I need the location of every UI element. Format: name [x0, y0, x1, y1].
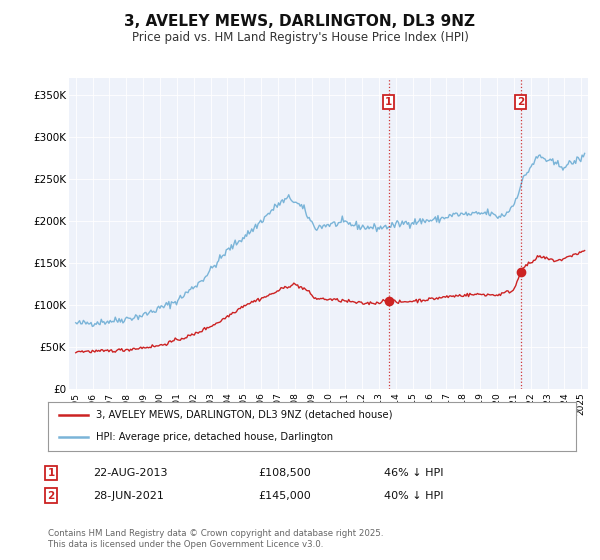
Text: £108,500: £108,500 — [258, 468, 311, 478]
Text: 28-JUN-2021: 28-JUN-2021 — [93, 491, 164, 501]
Text: 3, AVELEY MEWS, DARLINGTON, DL3 9NZ: 3, AVELEY MEWS, DARLINGTON, DL3 9NZ — [125, 14, 476, 29]
Text: 2: 2 — [517, 97, 524, 107]
Text: Price paid vs. HM Land Registry's House Price Index (HPI): Price paid vs. HM Land Registry's House … — [131, 31, 469, 44]
Text: 22-AUG-2013: 22-AUG-2013 — [93, 468, 167, 478]
Text: 1: 1 — [47, 468, 55, 478]
Text: 3, AVELEY MEWS, DARLINGTON, DL3 9NZ (detached house): 3, AVELEY MEWS, DARLINGTON, DL3 9NZ (det… — [95, 410, 392, 420]
Text: 2: 2 — [47, 491, 55, 501]
Text: 40% ↓ HPI: 40% ↓ HPI — [384, 491, 443, 501]
Text: HPI: Average price, detached house, Darlington: HPI: Average price, detached house, Darl… — [95, 432, 332, 442]
Text: 46% ↓ HPI: 46% ↓ HPI — [384, 468, 443, 478]
Text: £145,000: £145,000 — [258, 491, 311, 501]
Text: Contains HM Land Registry data © Crown copyright and database right 2025.
This d: Contains HM Land Registry data © Crown c… — [48, 529, 383, 549]
Text: 1: 1 — [385, 97, 392, 107]
